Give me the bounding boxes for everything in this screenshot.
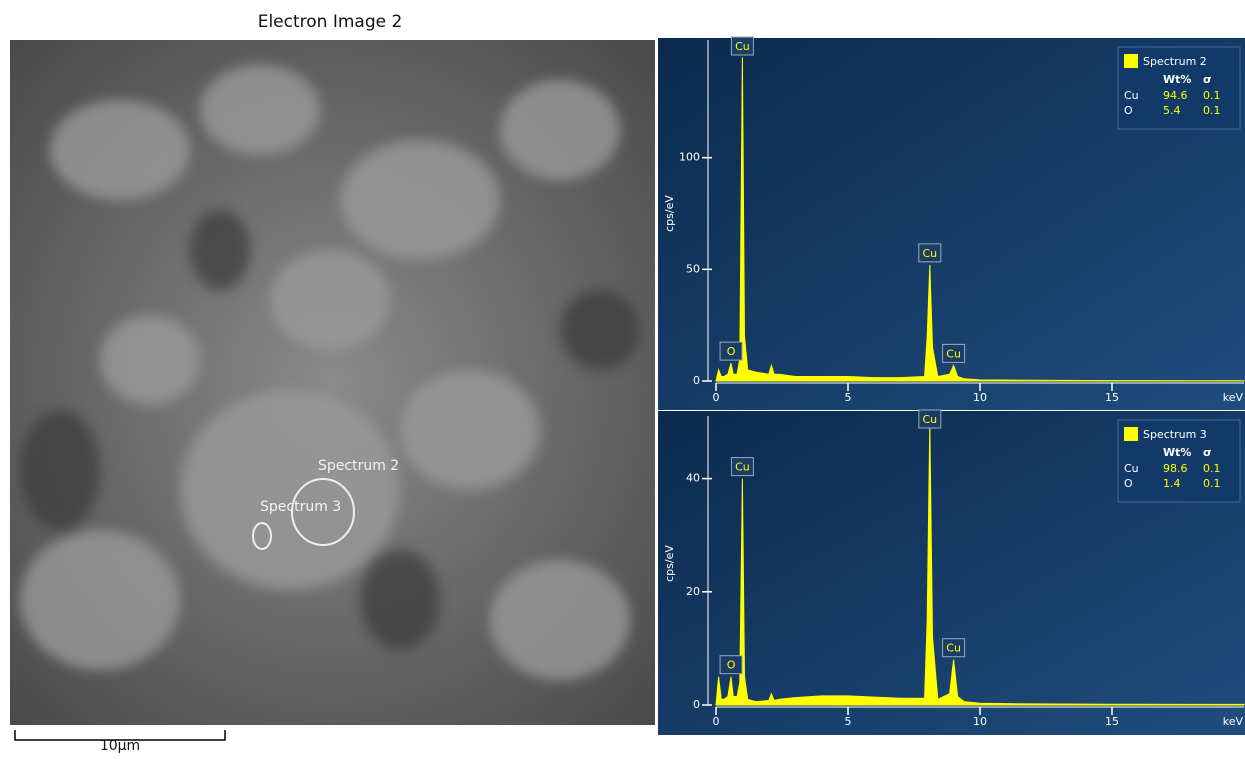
y-axis-label: cps/eV [663, 545, 676, 582]
x-axis-label: keV [1223, 391, 1244, 404]
peak-label: Cu [946, 642, 961, 655]
peak-label: Cu [735, 40, 750, 53]
page: Electron Image 2 Spectrum 2 Spectrum 3 1… [0, 0, 1245, 755]
y-tick-label: 20 [686, 585, 700, 598]
x-tick-label: 5 [845, 715, 852, 728]
legend-swatch [1124, 427, 1138, 441]
y-tick-label: 50 [686, 262, 700, 275]
sem-image [10, 40, 655, 725]
legend-cell: 0.1 [1203, 89, 1221, 102]
legend-cell: O [1124, 477, 1133, 490]
image-title: Electron Image 2 [258, 12, 403, 32]
legend-cell: 0.1 [1203, 462, 1221, 475]
peak-label: Cu [923, 413, 938, 426]
x-tick-label: 15 [1105, 391, 1119, 404]
legend-cell: Cu [1124, 462, 1139, 475]
spot-label: Spectrum 2 [318, 458, 399, 474]
y-tick-label: 0 [693, 374, 700, 387]
y-axis-label: cps/eV [663, 195, 676, 232]
y-tick-label: 40 [686, 472, 700, 485]
legend-cell: 0.1 [1203, 477, 1221, 490]
legend-header: Wt% [1163, 446, 1191, 459]
legend-cell: O [1124, 104, 1133, 117]
x-tick-label: 0 [713, 715, 720, 728]
peak-label: O [727, 659, 736, 672]
legend-cell: 94.6 [1163, 89, 1188, 102]
legend: Spectrum 2 Wt% σ Cu 94.6 0.1 O 5.4 0.1 [1118, 47, 1240, 129]
x-tick-label: 10 [973, 715, 987, 728]
legend-header: Wt% [1163, 73, 1191, 86]
legend-name: Spectrum 3 [1143, 428, 1207, 441]
legend-cell: Cu [1124, 89, 1139, 102]
spot-label: Spectrum 3 [260, 499, 341, 515]
legend-header: σ [1203, 73, 1212, 86]
y-tick-label: 100 [679, 151, 700, 164]
legend-swatch [1124, 54, 1138, 68]
peak-label: Cu [735, 461, 750, 474]
x-axis-label: keV [1223, 715, 1244, 728]
peak-label: O [727, 345, 736, 358]
scale-bar-label: 10µm [100, 738, 140, 754]
legend-name: Spectrum 2 [1143, 55, 1207, 68]
legend: Spectrum 3 Wt% σ Cu 98.6 0.1 O 1.4 0.1 [1118, 420, 1240, 502]
peak-label: Cu [946, 347, 961, 360]
x-tick-label: 0 [713, 391, 720, 404]
peak-label: Cu [923, 247, 938, 260]
legend-cell: 5.4 [1163, 104, 1181, 117]
x-tick-label: 5 [845, 391, 852, 404]
x-tick-label: 10 [973, 391, 987, 404]
figure: Electron Image 2 Spectrum 2 Spectrum 3 1… [0, 0, 1245, 755]
legend-cell: 0.1 [1203, 104, 1221, 117]
legend-header: σ [1203, 446, 1212, 459]
y-tick-label: 0 [693, 698, 700, 711]
x-tick-label: 15 [1105, 715, 1119, 728]
legend-cell: 1.4 [1163, 477, 1181, 490]
legend-cell: 98.6 [1163, 462, 1188, 475]
